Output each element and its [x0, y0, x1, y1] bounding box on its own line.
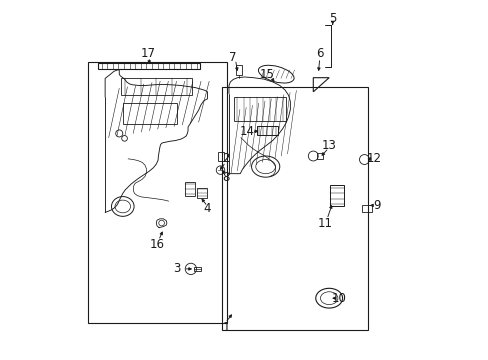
Bar [233, 97, 285, 121]
Bar [235, 65, 242, 75]
Text: 6: 6 [315, 47, 323, 60]
Bar [197, 188, 206, 198]
Bar [184, 182, 195, 196]
Bar [329, 185, 343, 207]
Text: 8: 8 [222, 171, 229, 184]
Bar [256, 126, 278, 135]
Text: 4: 4 [203, 202, 211, 215]
Bar [221, 86, 367, 330]
Text: 14: 14 [239, 125, 254, 138]
Text: 7: 7 [229, 51, 237, 64]
Text: 3: 3 [173, 262, 180, 275]
Text: 11: 11 [318, 217, 332, 230]
Text: 16: 16 [149, 238, 164, 251]
Text: 15: 15 [260, 68, 274, 81]
Bar [122, 103, 177, 124]
Text: 17: 17 [141, 47, 156, 60]
Bar [194, 267, 201, 271]
Bar [121, 78, 191, 95]
Bar [361, 205, 371, 212]
Text: 10: 10 [331, 292, 346, 305]
Text: 13: 13 [321, 139, 336, 152]
Bar [87, 62, 226, 323]
Text: 5: 5 [328, 12, 336, 25]
Bar [316, 153, 323, 159]
Text: 12: 12 [366, 152, 381, 165]
Text: 9: 9 [372, 199, 380, 212]
Bar [218, 152, 224, 161]
Text: 2: 2 [222, 152, 229, 165]
Bar [98, 63, 200, 69]
Text: 1: 1 [222, 321, 229, 334]
